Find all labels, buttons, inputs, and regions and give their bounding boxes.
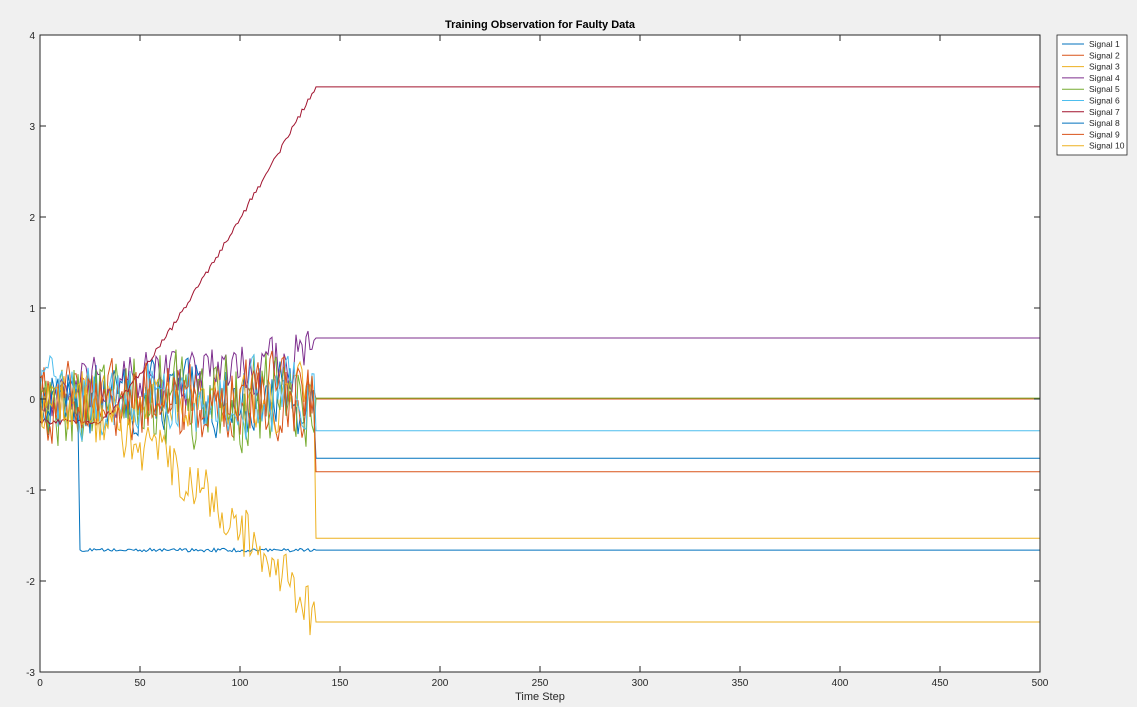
x-tick-label: 250 [532, 678, 549, 689]
legend-label: Signal 8 [1089, 118, 1120, 128]
y-tick-label: 4 [29, 31, 35, 42]
legend-label: Signal 1 [1089, 39, 1120, 49]
legend-label: Signal 10 [1089, 141, 1125, 151]
series-line [39, 330, 1040, 418]
legend-label: Signal 4 [1089, 73, 1120, 83]
x-tick-label: 350 [732, 678, 749, 689]
legend-label: Signal 3 [1089, 62, 1120, 72]
x-tick-label: 200 [432, 678, 449, 689]
legend-label: Signal 7 [1089, 107, 1120, 117]
y-tick-label: -2 [26, 577, 35, 588]
legend-label: Signal 5 [1089, 84, 1120, 94]
x-tick-label: 500 [1032, 678, 1049, 689]
legend-label: Signal 2 [1089, 50, 1120, 60]
y-tick-label: 1 [29, 304, 35, 315]
y-tick-label: -1 [26, 486, 35, 497]
plot-lines [39, 86, 1040, 636]
chart-title: Training Observation for Faulty Data [445, 19, 636, 31]
series-line [39, 378, 1040, 553]
x-tick-label: 300 [632, 678, 649, 689]
y-tick-label: -3 [26, 668, 35, 679]
x-tick-label: 50 [134, 678, 146, 689]
y-tick-label: 2 [29, 213, 35, 224]
x-axis-ticks: 0 50 100 150 200 250 300 350 400 450 500 [37, 35, 1049, 689]
axes-background [40, 35, 1040, 672]
series-line [39, 350, 1040, 473]
x-tick-label: 150 [332, 678, 349, 689]
x-axis-label: Time Step [515, 691, 565, 703]
y-tick-label: 3 [29, 122, 35, 133]
y-tick-label: 0 [29, 395, 35, 406]
legend-label: Signal 9 [1089, 129, 1120, 139]
x-tick-label: 450 [932, 678, 949, 689]
legend-label: Signal 6 [1089, 96, 1120, 106]
x-tick-label: 100 [232, 678, 249, 689]
y-axis-ticks: -3 -2 -1 0 1 2 3 4 [26, 31, 1040, 679]
series-line [39, 379, 1040, 636]
x-tick-label: 0 [37, 678, 43, 689]
x-tick-label: 400 [832, 678, 849, 689]
